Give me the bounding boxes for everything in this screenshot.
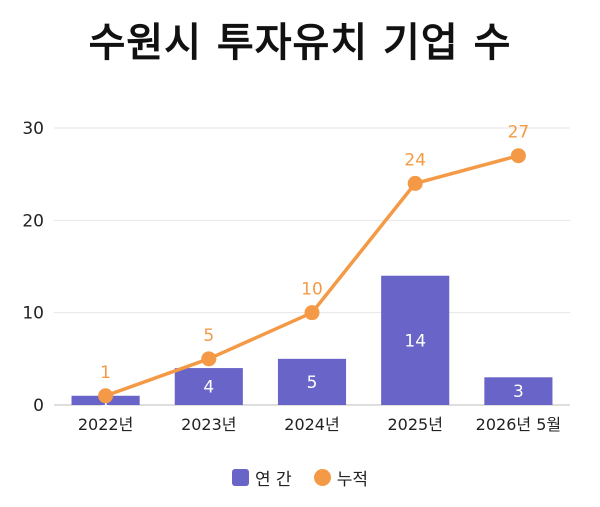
legend-label-annual: 연 간 bbox=[255, 470, 292, 490]
legend-swatch-annual bbox=[232, 469, 250, 486]
x-tick-label: 2026년 5월 bbox=[476, 415, 561, 434]
line-value-label: 10 bbox=[301, 280, 323, 300]
bar-value-label: 5 bbox=[307, 373, 318, 393]
bar bbox=[484, 377, 553, 405]
bar-value-label: 4 bbox=[203, 378, 214, 398]
x-tick-label: 2024년 bbox=[284, 415, 339, 434]
line-point bbox=[201, 351, 217, 367]
line-value-label: 27 bbox=[508, 123, 530, 143]
line-point bbox=[407, 175, 423, 191]
bar-value-label: 14 bbox=[404, 331, 426, 351]
legend: 연 간 누적 bbox=[0, 465, 600, 490]
line-point bbox=[510, 148, 526, 164]
legend-item-annual: 연 간 bbox=[232, 465, 292, 490]
legend-label-cumulative: 누적 bbox=[336, 470, 368, 490]
y-tick-label: 20 bbox=[22, 211, 44, 231]
legend-swatch-cumulative bbox=[313, 469, 331, 486]
line-value-label: 1 bbox=[100, 363, 111, 383]
x-tick-label: 2023년 bbox=[181, 415, 236, 434]
x-tick-label: 2022년 bbox=[78, 415, 133, 434]
line-point bbox=[304, 305, 320, 321]
x-tick-label: 2025년 bbox=[387, 415, 442, 434]
y-tick-label: 10 bbox=[22, 304, 44, 324]
bar bbox=[174, 368, 243, 405]
bar-value-label: 3 bbox=[513, 382, 524, 402]
legend-item-cumulative: 누적 bbox=[313, 465, 368, 490]
line-value-label: 24 bbox=[404, 150, 426, 170]
y-tick-label: 0 bbox=[33, 396, 44, 416]
line-value-label: 5 bbox=[203, 326, 214, 346]
bar bbox=[277, 358, 347, 405]
y-tick-label: 30 bbox=[22, 119, 44, 139]
chart-title: 수원시 투자유치 기업 수 bbox=[88, 20, 512, 66]
line-point bbox=[98, 388, 114, 404]
bar bbox=[381, 275, 450, 405]
